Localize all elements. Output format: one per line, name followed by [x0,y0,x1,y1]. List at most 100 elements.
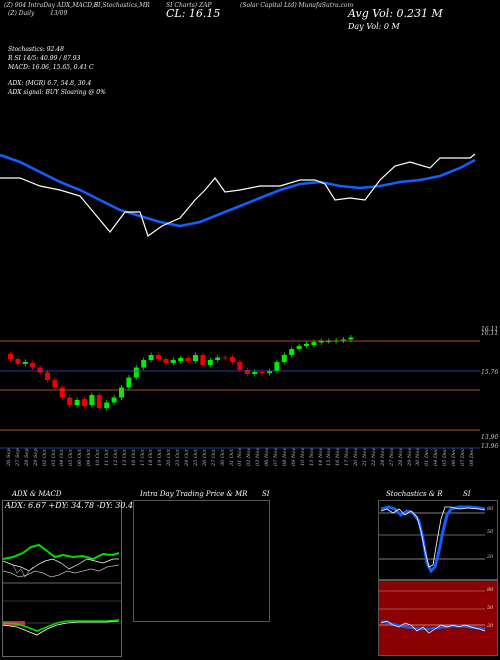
date-tick-label: 27 Sep [14,448,21,466]
date-tick-label: 20 Oct [166,449,173,466]
macd-signal-line [3,619,120,632]
candle-body [289,349,295,355]
candle-body [274,362,280,371]
adx-macd-svg [3,543,121,636]
intraday-si: SI [262,490,270,498]
stoch-d-line [380,505,486,574]
date-tick-label: 16 Nov [335,447,342,466]
candle-body [119,387,124,398]
date-tick-label: 22 Nov [370,447,377,466]
candle-body [259,372,265,373]
adx-plus-line [3,543,120,561]
stochastics-readout: Stochastics: 92.48 [8,46,64,53]
rsi-svg [379,590,486,634]
stochastics-svg [379,505,486,574]
candle-body [52,380,58,388]
candle-body [104,402,110,408]
stoch-tick-50: 50 [487,529,494,535]
date-tick-label: 14 Nov [317,447,324,466]
intraday-title: Intra Day Trading Price & MR [140,490,248,498]
candle-body [215,357,221,360]
date-tick-label: 29 Sep [32,448,39,466]
date-tick-label: 15 Nov [326,447,333,466]
date-tick-label: 13 Nov [308,447,315,466]
candle-body [170,360,176,363]
date-tick-label: 11 Oct [103,449,110,466]
date-tick-label: 06 Nov [264,447,271,466]
candle-body [207,360,213,365]
candle-body [230,357,235,362]
date-tick-label: 26 Oct [201,449,208,466]
date-axis: 26 Sep 27 Sep 28 Sep 29 Sep 02 Oct 03 Oct 04 O… [0,448,480,480]
date-tick-label: 08 Dec [468,448,475,466]
price-axis-top: 16.11 [481,326,499,333]
date-tick-label: 03 Oct [50,449,57,466]
date-tick-label: 20 Nov [353,447,360,466]
candle-body [156,355,161,359]
candle-body [96,395,102,408]
date-tick-label: 01 Dec [424,448,431,466]
date-tick-label: 17 Oct [139,449,146,466]
stochastics-panel: 80 50 20 [378,500,498,580]
date-tick-label: 26 Sep [6,448,12,466]
candle-body [126,377,132,388]
day-vol-label: Day Vol: 0 M [348,22,400,31]
price-axis-top2: 16.11 [481,330,499,337]
candle-body [267,371,272,373]
candle-body [318,341,324,343]
candle-body [244,370,250,374]
adx-aux-line [12,564,34,578]
date-tick-label: 12 Oct [112,449,119,466]
candle-body [30,363,36,368]
adx-signal-readout: ADX signal: BUY Sloaring @ 0% [8,89,106,96]
date-tick-label: 10 Oct [95,449,101,466]
date-tick-label: 18 Oct [148,449,155,466]
header-line1-left: (Z) 904 IntraDay ADX,MACD,B [4,2,99,9]
header-company: (Solar Capital Ltd) MunafaSutra.com [240,2,354,9]
candle-body [141,360,147,368]
date-tick-label: 31 Oct [228,449,235,466]
candle-body [148,355,154,360]
moving-average-line [0,153,476,228]
rsi-readout: R SI 14/5: 40.99 / 87.93 [8,55,81,62]
stoch-tick-80: 80 [487,506,494,512]
rsi-white-line [380,620,486,634]
date-tick-label: 29 Nov [406,447,413,466]
stoch-si: SI [463,490,471,498]
date-tick-label: 06 Dec [451,448,457,466]
price-axis-mid: 15.76 [481,369,499,376]
date-tick-label: 30 Nov [415,447,422,466]
rsi-tick-20: 20 [487,623,494,629]
date-tick-label: 09 Nov [290,447,297,466]
date-tick-label: 05 Dec [442,448,449,466]
candle-body [8,354,13,359]
header-line2-left: (Z) Daily [8,10,35,17]
date-tick-label: 16 Oct [130,449,137,466]
date-tick-label: 28 Nov [397,447,404,466]
candle-body [133,367,139,378]
date-tick-label: 09 Oct [86,449,93,466]
stoch-title: Stochastics & R [386,490,443,498]
candle-body [252,372,258,374]
adx-macd-panel: ADX: 6.67 +DY: 34.78 -DY: 30.43 [2,500,138,657]
rsi-tick-50: 50 [487,605,494,611]
date-tick-label: 19 Oct [157,449,164,466]
date-tick-label: 06 Oct [77,449,84,466]
date-tick-label: 30 Oct [219,449,226,466]
macd-readout: MACD: 16.06, 15.65, 0.41 C [8,64,94,71]
main-chart [0,153,480,449]
candle-body [341,339,346,341]
date-tick-label: 27 Oct [210,449,217,466]
candle-body [222,357,228,359]
candle-body [296,346,302,349]
candle-body [326,341,332,342]
date-tick-label: 07 Dec [459,448,466,466]
date-tick-label: 23 Oct [175,449,182,466]
adx-minus-line [3,558,119,572]
rsi-panel: 80 50 20 [378,580,498,656]
stoch-k-line [380,506,486,568]
candle-body [89,395,95,405]
candle-body [111,397,117,403]
date-tick-label: 04 Dec [433,448,440,466]
adx-macd-title: ADX & MACD [12,490,62,498]
